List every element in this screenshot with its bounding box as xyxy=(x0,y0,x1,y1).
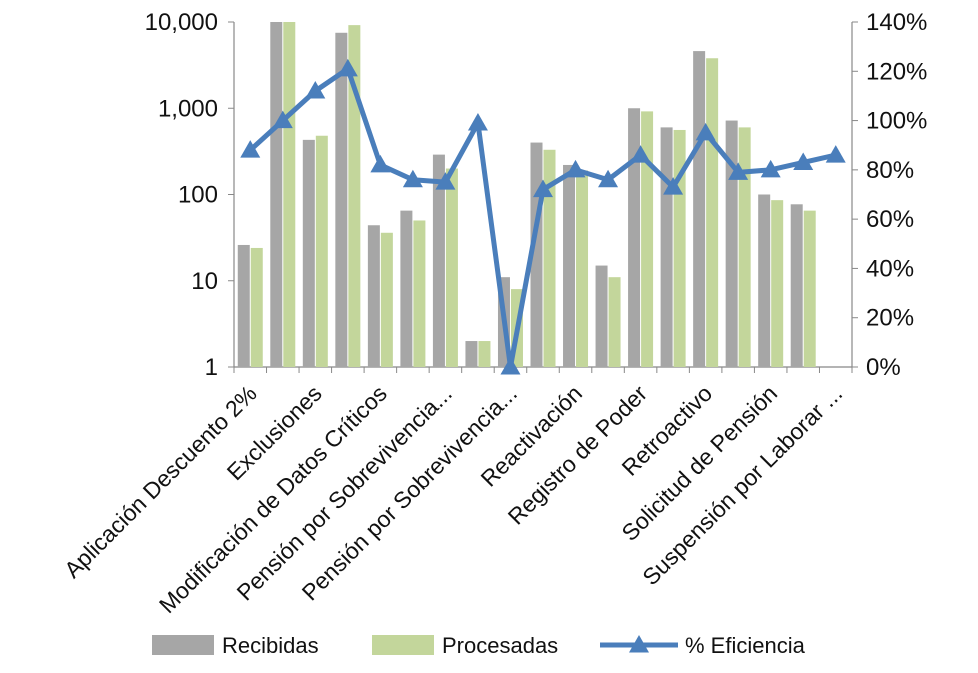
right-tick-label: 140% xyxy=(866,9,927,36)
eficiencia-marker-11 xyxy=(598,169,619,188)
legend-label-1: Procesadas xyxy=(442,633,558,658)
left-tick-label: 10 xyxy=(191,268,218,295)
bar-procesadas-1 xyxy=(283,22,296,367)
bar-recibidas-15 xyxy=(725,120,738,367)
bar-procesadas-16 xyxy=(771,200,784,367)
bar-recibidas-11 xyxy=(595,265,608,367)
right-tick-label: 0% xyxy=(866,354,901,381)
right-tick-label: 80% xyxy=(866,157,914,184)
legend-swatch-1 xyxy=(372,635,434,655)
bar-recibidas-5 xyxy=(400,210,413,367)
bar-recibidas-6 xyxy=(432,154,445,367)
eficiencia-marker-5 xyxy=(402,169,423,188)
bar-procesadas-12 xyxy=(641,111,654,368)
left-tick-label: 10,000 xyxy=(145,9,218,36)
eficiencia-marker-0 xyxy=(240,140,261,158)
eficiencia-marker-17 xyxy=(793,152,814,170)
eficiencia-marker-13 xyxy=(663,177,684,195)
bar-recibidas-4 xyxy=(367,225,380,367)
eficiencia-marker-14 xyxy=(695,122,716,141)
bar-procesadas-5 xyxy=(413,220,426,367)
bar-recibidas-2 xyxy=(302,139,315,367)
bar-recibidas-1 xyxy=(270,22,283,367)
eficiencia-marker-10 xyxy=(565,159,586,178)
bar-recibidas-14 xyxy=(693,51,706,368)
bar-recibidas-12 xyxy=(628,108,641,367)
left-tick-label: 100 xyxy=(178,182,218,209)
line-group xyxy=(240,58,846,375)
right-tick-label: 40% xyxy=(866,255,914,282)
bar-procesadas-6 xyxy=(445,168,458,367)
legend-label-2: % Eficiencia xyxy=(685,633,806,658)
eficiencia-marker-12 xyxy=(630,145,651,163)
legend-marker-2 xyxy=(629,635,649,653)
eficiencia-marker-9 xyxy=(533,179,553,198)
eficiencia-marker-15 xyxy=(728,162,749,180)
bar-procesadas-0 xyxy=(250,247,263,367)
bar-recibidas-13 xyxy=(660,127,673,367)
bar-recibidas-3 xyxy=(335,32,348,367)
eficiencia-marker-6 xyxy=(435,172,456,190)
bar-procesadas-10 xyxy=(576,170,589,367)
eficiencia-marker-2 xyxy=(305,81,326,99)
bar-procesadas-3 xyxy=(348,25,361,368)
bar-procesadas-17 xyxy=(803,210,816,367)
left-tick-label: 1 xyxy=(205,354,218,381)
bar-recibidas-10 xyxy=(563,164,576,367)
bars-group xyxy=(237,22,816,368)
bar-procesadas-11 xyxy=(608,277,621,367)
bar-procesadas-9 xyxy=(543,149,556,367)
category-labels-group: Aplicación Descuento 2%ExclusionesModifi… xyxy=(59,380,847,618)
right-tick-label: 100% xyxy=(866,108,927,135)
bar-procesadas-2 xyxy=(315,135,328,367)
right-tick-label: 60% xyxy=(866,206,914,233)
ticks-group: 1 10 100 1,000 10,000 0% 20% 40% 60% 80% 100% 120% 1… xyxy=(145,9,928,381)
bar-recibidas-17 xyxy=(790,204,803,367)
eficiencia-marker-3 xyxy=(337,58,358,77)
eficiencia-marker-18 xyxy=(825,145,846,163)
eficiencia-marker-4 xyxy=(370,154,391,173)
legend-swatch-0 xyxy=(152,635,214,655)
bar-procesadas-4 xyxy=(380,232,393,367)
bar-procesadas-7 xyxy=(478,341,491,367)
bar-procesadas-15 xyxy=(738,127,751,367)
eficiencia-marker-7 xyxy=(467,113,488,131)
legend: Recibidas Procesadas % Eficiencia xyxy=(152,633,806,658)
eficiencia-marker-8 xyxy=(500,357,521,375)
eficiencia-marker-16 xyxy=(760,159,781,178)
right-tick-label: 120% xyxy=(866,58,927,85)
bar-recibidas-16 xyxy=(758,194,771,367)
right-tick-label: 20% xyxy=(866,305,914,332)
legend-label-0: Recibidas xyxy=(222,633,319,658)
bar-recibidas-7 xyxy=(465,341,478,367)
eficiencia-marker-1 xyxy=(272,110,293,129)
bar-recibidas-0 xyxy=(237,244,250,367)
bar-procesadas-14 xyxy=(706,58,719,368)
left-tick-label: 1,000 xyxy=(158,95,218,122)
